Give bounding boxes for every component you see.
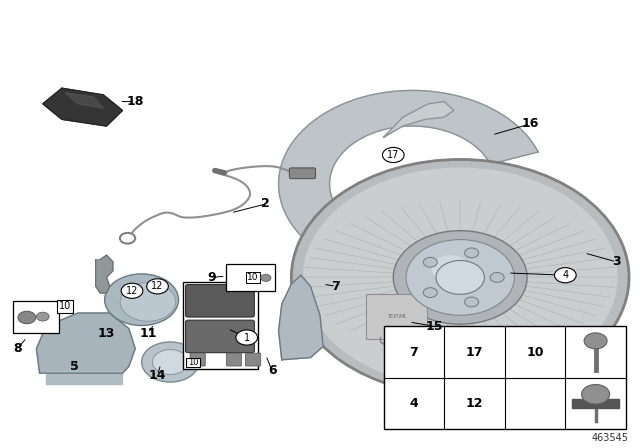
Circle shape: [236, 330, 257, 345]
Polygon shape: [43, 88, 122, 126]
Text: 7: 7: [332, 280, 340, 293]
Text: 1: 1: [244, 332, 250, 343]
Text: TEXTAR: TEXTAR: [387, 314, 406, 319]
FancyBboxPatch shape: [186, 358, 200, 367]
Circle shape: [104, 274, 179, 326]
FancyBboxPatch shape: [186, 284, 254, 317]
Text: 12: 12: [466, 396, 483, 410]
Circle shape: [141, 342, 199, 382]
Circle shape: [147, 279, 168, 294]
FancyBboxPatch shape: [366, 294, 427, 339]
Text: 15: 15: [426, 320, 444, 333]
Circle shape: [436, 260, 484, 294]
Circle shape: [18, 311, 36, 324]
Text: 13: 13: [98, 327, 115, 340]
Circle shape: [490, 272, 504, 282]
FancyBboxPatch shape: [190, 353, 205, 366]
Polygon shape: [572, 399, 620, 408]
Text: 2: 2: [262, 198, 270, 211]
Circle shape: [423, 257, 437, 267]
Text: 10: 10: [247, 273, 259, 282]
Text: 4: 4: [563, 270, 568, 280]
FancyBboxPatch shape: [186, 320, 254, 353]
Polygon shape: [278, 275, 323, 360]
Circle shape: [260, 274, 271, 281]
Circle shape: [465, 297, 479, 307]
Circle shape: [582, 384, 610, 404]
Text: 4: 4: [410, 396, 419, 410]
Text: 10: 10: [526, 345, 544, 358]
Circle shape: [584, 333, 607, 349]
Text: 12: 12: [126, 286, 138, 296]
FancyBboxPatch shape: [226, 264, 275, 291]
Circle shape: [152, 349, 188, 375]
Polygon shape: [36, 313, 135, 373]
Text: 11: 11: [140, 327, 157, 340]
FancyBboxPatch shape: [246, 353, 260, 366]
Text: 5: 5: [70, 360, 79, 373]
FancyBboxPatch shape: [183, 282, 258, 369]
Text: 6: 6: [268, 364, 276, 377]
Text: 7: 7: [410, 345, 419, 358]
Text: 16: 16: [522, 117, 539, 130]
Circle shape: [394, 231, 527, 324]
Circle shape: [303, 168, 618, 388]
Polygon shape: [278, 90, 538, 277]
Text: 14: 14: [148, 369, 166, 382]
Text: 18: 18: [127, 95, 144, 108]
Polygon shape: [46, 371, 122, 384]
Circle shape: [121, 283, 143, 298]
Circle shape: [291, 159, 629, 396]
Polygon shape: [96, 255, 113, 293]
Circle shape: [383, 147, 404, 163]
Circle shape: [36, 312, 49, 321]
Text: 10: 10: [59, 302, 71, 311]
Text: 10: 10: [188, 358, 198, 367]
FancyBboxPatch shape: [384, 327, 626, 429]
Polygon shape: [384, 102, 454, 137]
Text: 9: 9: [207, 271, 216, 284]
Text: 8: 8: [13, 342, 22, 355]
Text: 3: 3: [612, 255, 621, 268]
Circle shape: [554, 267, 576, 283]
Text: 463545: 463545: [592, 433, 629, 443]
Polygon shape: [65, 93, 103, 108]
Circle shape: [423, 288, 437, 297]
Circle shape: [406, 240, 515, 315]
Circle shape: [431, 255, 470, 282]
Text: 17: 17: [387, 150, 399, 160]
Circle shape: [120, 283, 175, 321]
FancyBboxPatch shape: [289, 168, 316, 179]
Circle shape: [465, 248, 479, 258]
Text: 17: 17: [466, 345, 483, 358]
FancyBboxPatch shape: [227, 353, 242, 366]
Text: 12: 12: [151, 281, 164, 291]
FancyBboxPatch shape: [13, 301, 59, 333]
